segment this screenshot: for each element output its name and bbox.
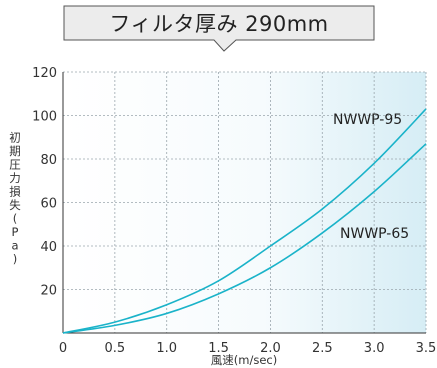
y-tick-label: 20 <box>40 284 57 299</box>
y-tick-label: 60 <box>40 197 57 212</box>
x-tick-label: 2.0 <box>260 341 281 356</box>
x-axis-title: 風速(m/sec) <box>211 353 277 367</box>
x-tick-label: 2.5 <box>312 341 333 356</box>
x-tick-labels: 0 0.5 1.0 1.5 2.0 2.5 3.0 3.5 <box>59 341 436 356</box>
series-label-nwwp-65: NWWP-65 <box>340 226 409 242</box>
y-tick-label: 80 <box>40 153 57 168</box>
x-tick-label: 0 <box>59 341 67 356</box>
series-label-nwwp-95: NWWP-95 <box>333 112 402 128</box>
x-tick-label: 3.0 <box>364 341 385 356</box>
x-tick-label: 3.5 <box>416 341 437 356</box>
y-tick-label: 40 <box>40 240 57 255</box>
x-tick-label: 0.5 <box>105 341 126 356</box>
grid <box>63 71 427 333</box>
series-line-nwwp-95 <box>62 108 427 334</box>
y-tick-labels: 20 40 60 80 100 120 <box>32 66 57 299</box>
series-labels: NWWP-95 NWWP-65 <box>333 112 409 242</box>
x-tick-label: 1.5 <box>208 341 229 356</box>
y-tick-label: 120 <box>32 66 57 81</box>
axes <box>62 72 426 334</box>
title-callout: フィルタ厚み 290mm <box>63 5 375 52</box>
x-tick-label: 1.0 <box>156 341 177 356</box>
y-tick-label: 100 <box>32 110 57 125</box>
series-group <box>62 108 427 334</box>
chart-title: フィルタ厚み 290mm <box>109 12 328 36</box>
series-line-nwwp-65 <box>62 143 427 334</box>
